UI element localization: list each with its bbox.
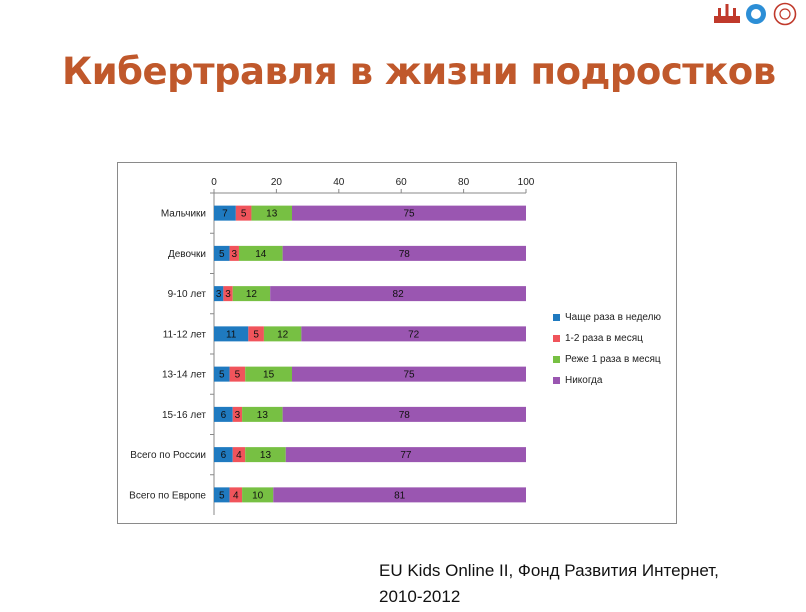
legend-item: Реже 1 раза в месяц <box>553 349 673 370</box>
x-tick-label: 80 <box>458 177 470 188</box>
data-label: 6 <box>221 450 227 461</box>
category-label: Мальчики <box>161 209 206 220</box>
legend-label: 1-2 раза в месяц <box>565 333 643 344</box>
data-label: 13 <box>266 209 278 220</box>
x-tick-label: 40 <box>333 177 345 188</box>
category-label: 11-12 лет <box>163 329 207 340</box>
data-label: 3 <box>231 249 237 260</box>
data-label: 14 <box>255 249 267 260</box>
chart-legend: Чаще раза в неделю 1-2 раза в месяц Реже 1… <box>553 307 673 391</box>
legend-label: Никогда <box>565 375 602 386</box>
data-label: 5 <box>253 329 259 340</box>
data-label: 75 <box>403 370 415 381</box>
data-label: 78 <box>399 410 411 421</box>
data-label: 5 <box>219 249 225 260</box>
partner-logo <box>772 2 798 26</box>
data-label: 12 <box>246 289 258 300</box>
data-label: 82 <box>393 289 405 300</box>
legend-swatch <box>553 314 560 321</box>
category-label: Всего по России <box>130 450 206 461</box>
x-tick-label: 100 <box>518 177 535 188</box>
legend-item: Чаще раза в неделю <box>553 307 673 328</box>
data-label: 7 <box>222 209 228 220</box>
source-line-1: EU Kids Online II, Фонд Развития Интерне… <box>379 561 719 580</box>
legend-item: Никогда <box>553 370 673 391</box>
data-label: 13 <box>257 410 269 421</box>
university-logo <box>712 2 742 26</box>
data-label: 6 <box>221 410 227 421</box>
chart-frame: 0 20 40 60 80 100 Мальчики 7 5 13 75 Девочки 5 3 14 78 9… <box>117 162 677 524</box>
category-label: 13-14 лет <box>162 370 206 381</box>
data-label: 13 <box>260 450 272 461</box>
data-label: 81 <box>394 490 406 501</box>
legend-swatch <box>553 377 560 384</box>
category-label: Всего по Европе <box>129 490 206 501</box>
data-label: 5 <box>219 370 225 381</box>
data-label: 5 <box>219 490 225 501</box>
data-label: 4 <box>233 490 239 501</box>
category-label: Девочки <box>168 249 206 260</box>
data-label: 72 <box>408 329 420 340</box>
data-label: 75 <box>403 209 415 220</box>
foundation-logo <box>744 2 768 26</box>
x-tick-label: 0 <box>211 177 217 188</box>
data-label: 77 <box>400 450 412 461</box>
data-label: 10 <box>252 490 264 501</box>
data-label: 15 <box>263 370 275 381</box>
legend-item: 1-2 раза в месяц <box>553 328 673 349</box>
data-label: 12 <box>277 329 289 340</box>
source-line-2: 2010-2012 <box>379 587 460 606</box>
legend-label: Реже 1 раза в месяц <box>565 354 661 365</box>
data-label: 5 <box>235 370 241 381</box>
data-label: 4 <box>236 450 242 461</box>
logos <box>712 2 800 28</box>
data-label: 78 <box>399 249 411 260</box>
x-tick-label: 20 <box>271 177 283 188</box>
data-label: 3 <box>225 289 231 300</box>
legend-swatch <box>553 356 560 363</box>
data-label: 3 <box>216 289 222 300</box>
data-label: 11 <box>226 329 237 340</box>
source-citation: EU Kids Online II, Фонд Развития Интерне… <box>379 558 719 610</box>
category-label: 9-10 лет <box>168 289 207 300</box>
data-label: 5 <box>241 209 247 220</box>
data-label: 3 <box>235 410 241 421</box>
slide-title: Кибертравля в жизни подростков <box>62 50 776 93</box>
legend-label: Чаще раза в неделю <box>565 312 661 323</box>
legend-swatch <box>553 335 560 342</box>
x-tick-label: 60 <box>396 177 408 188</box>
category-label: 15-16 лет <box>162 410 206 421</box>
